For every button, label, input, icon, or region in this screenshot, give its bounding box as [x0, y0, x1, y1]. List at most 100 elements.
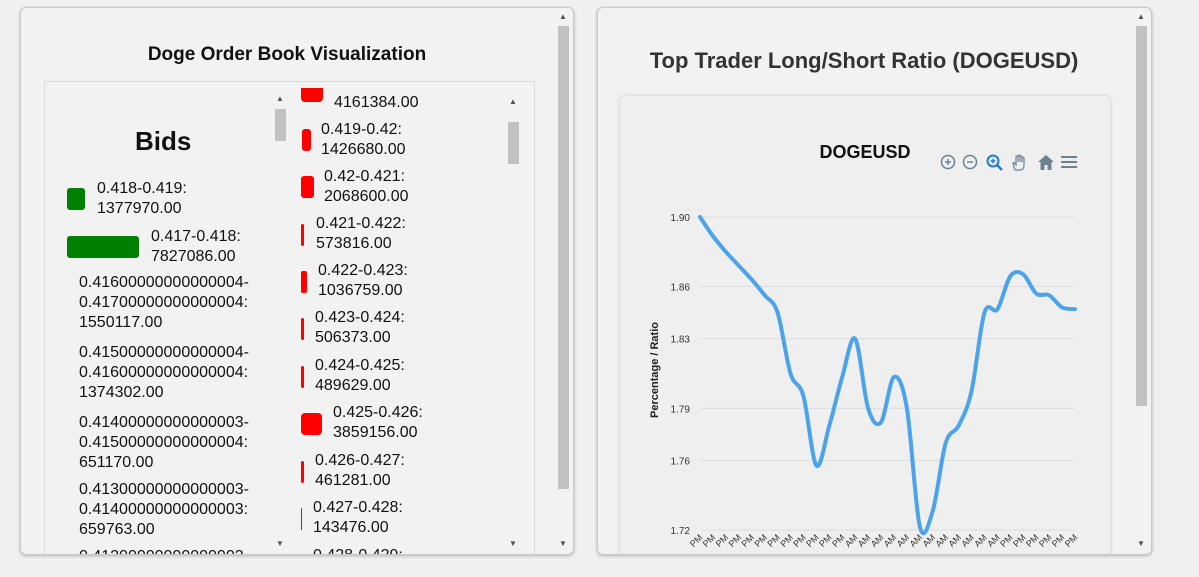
panel-scrollbar[interactable]: ▲ ▼ — [1133, 8, 1149, 554]
bid-amount: 659763.00 — [79, 521, 155, 538]
bid-level: 0.41600000000000004- 0.41700000000000004… — [79, 273, 249, 333]
bid-level: 0.417-0.418: 7827086.00 — [151, 227, 241, 267]
ask-bar — [301, 318, 304, 340]
panel-scrollbar[interactable]: ▲ ▼ — [555, 8, 571, 554]
ask-amount: 143476.00 — [313, 519, 389, 536]
ask-bar — [301, 224, 304, 246]
bid-amount: 1374302.00 — [79, 384, 164, 401]
scroll-up-arrow-icon[interactable]: ▲ — [509, 97, 517, 106]
bid-amount: 1377970.00 — [97, 200, 182, 217]
bid-amount: 7827086.00 — [151, 248, 236, 265]
ask-bar — [302, 129, 311, 151]
ask-level: 0.425-0.426: 3859156.00 — [333, 403, 423, 443]
scroll-down-arrow-icon[interactable]: ▼ — [276, 539, 284, 548]
ask-range: 0.427-0.428: — [313, 499, 403, 516]
ask-amount: 461281.00 — [315, 472, 391, 489]
ask-bar — [301, 176, 314, 198]
bid-range: 0.418-0.419: — [97, 180, 187, 197]
y-tick-label: 1.86 — [671, 283, 691, 294]
ask-amount: 4161384.00 — [334, 94, 419, 111]
bid-range-start: 0.41600000000000004- — [79, 274, 249, 291]
ask-level: 0.421-0.422: 573816.00 — [316, 214, 406, 254]
ask-bar — [301, 413, 322, 435]
scroll-up-arrow-icon[interactable]: ▲ — [1137, 12, 1145, 21]
scrollbar-thumb[interactable] — [275, 109, 286, 141]
bid-range-end: 0.41600000000000004: — [79, 364, 249, 381]
ask-level: 0.419-0.42: 1426680.00 — [321, 120, 406, 160]
scroll-down-arrow-icon[interactable]: ▼ — [509, 539, 517, 548]
menu-icon[interactable] — [1060, 154, 1078, 174]
scroll-down-arrow-icon[interactable]: ▼ — [1137, 539, 1145, 548]
ask-level: 0.423-0.424: 506373.00 — [315, 308, 405, 348]
scroll-down-arrow-icon[interactable]: ▼ — [559, 539, 567, 548]
chart-card: DOGEUSD Percentage / Ratio 1.90 1.86 1.83 1… — [620, 96, 1110, 554]
ask-amount: 506373.00 — [315, 329, 391, 346]
ask-bar — [301, 461, 304, 483]
bid-level: 0.41300000000000003- 0.41400000000000003… — [79, 480, 249, 540]
bid-range-start: 0.41200000000000003- — [79, 547, 249, 554]
ask-range: 0.419-0.42: — [321, 121, 402, 138]
ask-level: 0.422-0.423: 1036759.00 — [318, 261, 408, 301]
ask-range: 0.422-0.423: — [318, 262, 408, 279]
bid-range-start: 0.41400000000000003- — [79, 414, 249, 431]
ask-range: 0.42-0.421: — [324, 168, 405, 185]
bid-range-end: 0.41700000000000004: — [79, 294, 249, 311]
scrollbar-thumb[interactable] — [508, 122, 519, 164]
bid-range-start: 0.41300000000000003- — [79, 481, 249, 498]
ask-amount: 3859156.00 — [333, 424, 418, 441]
bid-bar — [67, 188, 85, 210]
bids-heading: Bids — [135, 126, 192, 156]
home-icon[interactable] — [1037, 154, 1055, 175]
bid-level: 0.41200000000000003- — [79, 547, 249, 554]
ratio-panel: Top Trader Long/Short Ratio (DOGEUSD) DO… — [597, 7, 1152, 555]
ask-range: 0.421-0.422: — [316, 215, 406, 232]
y-tick-label: 1.79 — [671, 404, 691, 415]
zoom-in-icon[interactable] — [940, 154, 956, 174]
ask-bar — [301, 508, 302, 530]
y-axis-label: Percentage / Ratio — [649, 322, 661, 418]
bid-range-end: 0.41400000000000003: — [79, 501, 249, 518]
bids-scrollbar[interactable]: ▲ ▼ — [272, 82, 288, 554]
ask-level: 0.424-0.425: 489629.00 — [315, 356, 405, 396]
order-book-panel: Doge Order Book Visualization Bids 0.418… — [20, 7, 574, 555]
y-tick-label: 1.83 — [671, 335, 691, 346]
y-tick-label: 1.76 — [671, 456, 691, 467]
ratio-panel-title: Top Trader Long/Short Ratio (DOGEUSD) — [649, 48, 1079, 73]
bid-level: 0.41400000000000003- 0.41500000000000004… — [79, 413, 249, 473]
magnifier-icon[interactable] — [986, 154, 1004, 176]
ask-amount: 1036759.00 — [318, 282, 403, 299]
asks-scrollbar[interactable]: ▲ ▼ — [505, 82, 521, 554]
ask-bar — [301, 271, 307, 293]
ask-range: 0.423-0.424: — [315, 309, 405, 326]
ratio-chart: DOGEUSD Percentage / Ratio 1.90 1.86 1.83 1… — [649, 142, 1080, 549]
order-book-title: Doge Order Book Visualization — [147, 44, 427, 65]
ask-level: 0.42-0.421: 2068600.00 — [324, 167, 409, 207]
ask-range: 0.426-0.427: — [315, 452, 405, 469]
ask-range: 0.425-0.426: — [333, 404, 423, 421]
scrollbar-thumb[interactable] — [1136, 26, 1147, 406]
ask-level: 4161384.00 — [334, 93, 419, 113]
bid-level: 0.41500000000000004- 0.41600000000000004… — [79, 343, 249, 403]
scrollbar-thumb[interactable] — [558, 26, 569, 489]
bid-amount: 1550117.00 — [79, 314, 163, 331]
ask-range: 0.424-0.425: — [315, 357, 405, 374]
bid-bar — [67, 236, 139, 258]
bid-level: 0.418-0.419: 1377970.00 — [97, 179, 187, 219]
ask-level: 0.428-0.429: — [313, 546, 403, 554]
ask-level: 0.427-0.428: 143476.00 — [313, 498, 403, 538]
y-tick-label: 1.72 — [671, 526, 691, 537]
ask-range: 0.428-0.429: — [313, 546, 403, 554]
y-tick-label: 1.90 — [671, 213, 691, 224]
zoom-out-icon[interactable] — [962, 154, 978, 174]
scroll-up-arrow-icon[interactable]: ▲ — [276, 94, 284, 103]
ask-bar — [301, 366, 304, 388]
bid-range: 0.417-0.418: — [151, 228, 241, 245]
x-tick-label: PM — [1063, 532, 1080, 549]
chart-series-line — [698, 215, 1077, 536]
scroll-up-arrow-icon[interactable]: ▲ — [559, 12, 567, 21]
bid-amount: 651170.00 — [79, 454, 154, 471]
ask-amount: 2068600.00 — [324, 188, 409, 205]
ask-amount: 573816.00 — [316, 235, 392, 252]
bid-range-end: 0.41500000000000004: — [79, 434, 249, 451]
hand-icon[interactable] — [1010, 154, 1028, 176]
